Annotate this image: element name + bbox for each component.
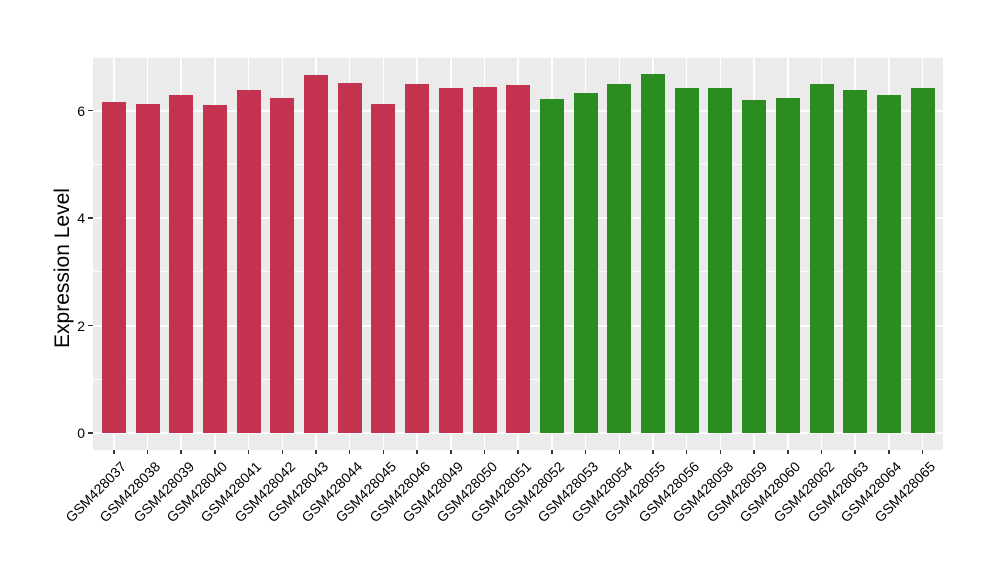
- x-axis-tick: [820, 450, 823, 454]
- bar: [438, 88, 463, 433]
- bar: [641, 74, 665, 433]
- y-tick-label: 4: [77, 210, 85, 227]
- x-axis-tick: [753, 450, 755, 454]
- x-axis-tick: [146, 450, 149, 454]
- x-axis-tick: [652, 450, 654, 454]
- x-axis-tick: [854, 450, 856, 454]
- bar: [607, 83, 632, 433]
- x-axis-tick: [416, 450, 418, 454]
- bar: [236, 89, 261, 433]
- x-axis-tick: [787, 450, 789, 454]
- bar: [506, 84, 531, 433]
- x-axis-tick: [719, 450, 722, 454]
- bar: [371, 104, 396, 433]
- x-axis-tick: [584, 450, 587, 454]
- bar: [876, 95, 901, 433]
- x-axis-tick: [450, 450, 452, 454]
- x-axis-tick: [281, 450, 284, 454]
- y-tick-label: 2: [77, 317, 85, 334]
- x-axis-tick: [315, 450, 317, 454]
- bar: [169, 95, 194, 433]
- x-axis-tick: [382, 450, 385, 454]
- bar: [270, 97, 295, 433]
- x-axis-tick: [517, 450, 519, 454]
- y-axis-label: Expression Level: [51, 188, 74, 348]
- bar: [405, 84, 430, 433]
- bar: [539, 99, 564, 433]
- bar: [304, 75, 328, 433]
- bar: [202, 104, 227, 433]
- bar: [775, 97, 800, 433]
- bar: [910, 87, 935, 433]
- x-axis-tick: [348, 450, 351, 454]
- x-axis-tick: [921, 450, 924, 454]
- y-tick-label: 6: [77, 102, 85, 119]
- x-axis-tick: [113, 450, 115, 454]
- y-axis-tick: [88, 432, 93, 434]
- y-axis-tick: [88, 109, 93, 112]
- bar: [135, 103, 160, 433]
- y-axis-tick: [88, 217, 93, 219]
- bar: [742, 99, 767, 433]
- x-axis-tick: [618, 450, 621, 454]
- bar: [337, 83, 362, 433]
- x-axis-tick: [888, 450, 890, 454]
- x-axis-tick: [685, 450, 688, 454]
- bar: [674, 88, 699, 433]
- x-axis-tick: [483, 450, 486, 454]
- x-axis-tick: [214, 450, 216, 454]
- bar: [472, 86, 497, 433]
- x-axis-tick: [247, 450, 250, 454]
- bar: [809, 84, 834, 433]
- x-axis-tick: [551, 450, 553, 454]
- bar: [843, 89, 868, 433]
- y-tick-label: 0: [77, 425, 85, 441]
- plot-panel: [93, 56, 943, 450]
- x-axis-tick: [180, 450, 182, 454]
- bar: [708, 88, 733, 433]
- bar: [101, 102, 126, 433]
- bar: [573, 93, 598, 433]
- y-axis-tick: [88, 324, 93, 327]
